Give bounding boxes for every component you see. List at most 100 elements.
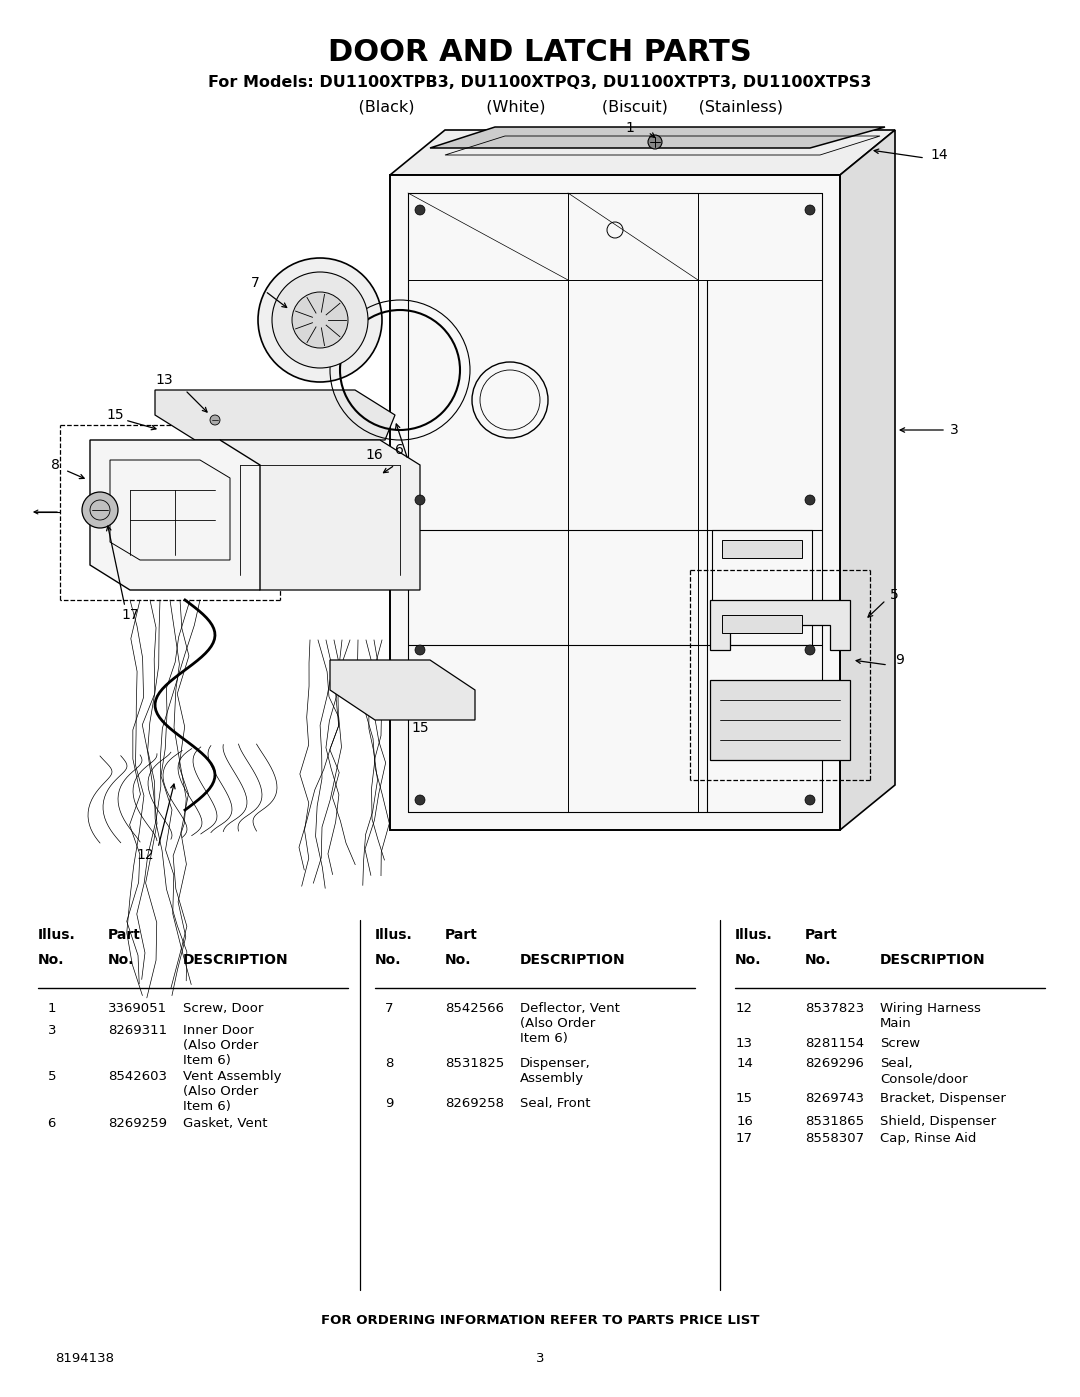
Text: 8194138: 8194138 [55, 1351, 114, 1365]
Text: 6: 6 [395, 443, 404, 457]
Text: 7: 7 [384, 1002, 393, 1016]
Polygon shape [710, 680, 850, 760]
Text: 15: 15 [411, 721, 429, 735]
Text: Wiring Harness
Main: Wiring Harness Main [880, 1002, 981, 1030]
Text: 8269743: 8269743 [805, 1092, 864, 1105]
Text: 15: 15 [735, 1092, 753, 1105]
Polygon shape [220, 440, 420, 590]
Text: 3369051: 3369051 [108, 1002, 167, 1016]
Text: 8269311: 8269311 [108, 1024, 167, 1037]
Polygon shape [430, 127, 885, 148]
Text: Inner Door
(Also Order
Item 6): Inner Door (Also Order Item 6) [183, 1024, 258, 1067]
Text: 8531865: 8531865 [805, 1115, 864, 1127]
Text: Dispenser,
Assembly: Dispenser, Assembly [519, 1058, 591, 1085]
Text: 5: 5 [890, 588, 899, 602]
Text: 8: 8 [384, 1058, 393, 1070]
Polygon shape [710, 599, 850, 650]
Text: 8269258: 8269258 [445, 1097, 504, 1111]
Text: No.: No. [445, 953, 472, 967]
Text: 15: 15 [106, 408, 124, 422]
Text: Shield, Dispenser: Shield, Dispenser [880, 1115, 996, 1127]
Text: Illus.: Illus. [38, 928, 76, 942]
Polygon shape [390, 175, 840, 830]
Polygon shape [390, 130, 895, 175]
Circle shape [415, 205, 426, 215]
Text: No.: No. [108, 953, 135, 967]
Text: DESCRIPTION: DESCRIPTION [183, 953, 288, 967]
Polygon shape [90, 440, 260, 590]
Text: Bracket, Dispenser: Bracket, Dispenser [880, 1092, 1005, 1105]
Text: 3: 3 [48, 1024, 56, 1037]
Text: 14: 14 [930, 148, 947, 162]
Text: 14: 14 [737, 1058, 753, 1070]
Text: Screw: Screw [880, 1037, 920, 1051]
Text: 13: 13 [735, 1037, 753, 1051]
Circle shape [210, 415, 220, 425]
Polygon shape [156, 390, 395, 440]
Text: Screw, Door: Screw, Door [183, 1002, 264, 1016]
Text: For Models: DU1100XTPB3, DU1100XTPQ3, DU1100XTPT3, DU1100XTPS3: For Models: DU1100XTPB3, DU1100XTPQ3, DU… [208, 75, 872, 89]
Text: 12: 12 [136, 848, 153, 862]
Text: No.: No. [375, 953, 402, 967]
Text: 8531825: 8531825 [445, 1058, 504, 1070]
Bar [712, 529, 812, 645]
Text: 8: 8 [51, 458, 60, 472]
Text: 6: 6 [48, 1118, 56, 1130]
Text: (Black)              (White)           (Biscuit)      (Stainless): (Black) (White) (Biscuit) (Stainless) [297, 101, 783, 115]
Text: Illus.: Illus. [735, 928, 773, 942]
Text: 9: 9 [384, 1097, 393, 1111]
Text: DESCRIPTION: DESCRIPTION [880, 953, 986, 967]
Text: Seal, Front: Seal, Front [519, 1097, 591, 1111]
Circle shape [82, 492, 118, 528]
Bar [723, 541, 802, 557]
Polygon shape [840, 130, 895, 830]
Text: FOR ORDERING INFORMATION REFER TO PARTS PRICE LIST: FOR ORDERING INFORMATION REFER TO PARTS … [321, 1313, 759, 1327]
Text: DOOR AND LATCH PARTS: DOOR AND LATCH PARTS [328, 38, 752, 67]
Text: 7: 7 [251, 277, 259, 291]
Text: 8537823: 8537823 [805, 1002, 864, 1016]
Text: 12: 12 [735, 1002, 753, 1016]
Text: 8269259: 8269259 [108, 1118, 167, 1130]
Circle shape [805, 495, 815, 504]
Text: 3: 3 [536, 1351, 544, 1365]
Text: Illus.: Illus. [375, 928, 413, 942]
Circle shape [805, 795, 815, 805]
Text: 9: 9 [895, 652, 904, 666]
Circle shape [415, 495, 426, 504]
Text: 8542566: 8542566 [445, 1002, 504, 1016]
Circle shape [805, 205, 815, 215]
Text: 17: 17 [735, 1132, 753, 1146]
Text: 8269296: 8269296 [805, 1058, 864, 1070]
Text: Part: Part [805, 928, 838, 942]
Text: No.: No. [38, 953, 65, 967]
Text: 1: 1 [625, 122, 634, 136]
Text: 13: 13 [156, 373, 173, 387]
Text: No.: No. [805, 953, 832, 967]
Text: 1: 1 [48, 1002, 56, 1016]
Text: Cap, Rinse Aid: Cap, Rinse Aid [880, 1132, 976, 1146]
Text: 16: 16 [365, 448, 382, 462]
Bar [723, 615, 802, 633]
Circle shape [292, 292, 348, 348]
Text: DESCRIPTION: DESCRIPTION [519, 953, 625, 967]
Circle shape [648, 136, 662, 149]
Circle shape [415, 645, 426, 655]
Text: Gasket, Vent: Gasket, Vent [183, 1118, 268, 1130]
Circle shape [805, 645, 815, 655]
Text: 8558307: 8558307 [805, 1132, 864, 1146]
Text: Vent Assembly
(Also Order
Item 6): Vent Assembly (Also Order Item 6) [183, 1070, 282, 1113]
Circle shape [258, 258, 382, 381]
Text: 16: 16 [737, 1115, 753, 1127]
Text: Seal,
Console/door: Seal, Console/door [880, 1058, 968, 1085]
Polygon shape [330, 659, 475, 719]
Text: Deflector, Vent
(Also Order
Item 6): Deflector, Vent (Also Order Item 6) [519, 1002, 620, 1045]
Circle shape [272, 272, 368, 367]
Text: 17: 17 [121, 608, 139, 622]
Text: 3: 3 [950, 423, 959, 437]
Text: Part: Part [445, 928, 477, 942]
Circle shape [415, 795, 426, 805]
Text: 8542603: 8542603 [108, 1070, 167, 1083]
Text: 5: 5 [48, 1070, 56, 1083]
Text: Part: Part [108, 928, 140, 942]
Text: 8281154: 8281154 [805, 1037, 864, 1051]
